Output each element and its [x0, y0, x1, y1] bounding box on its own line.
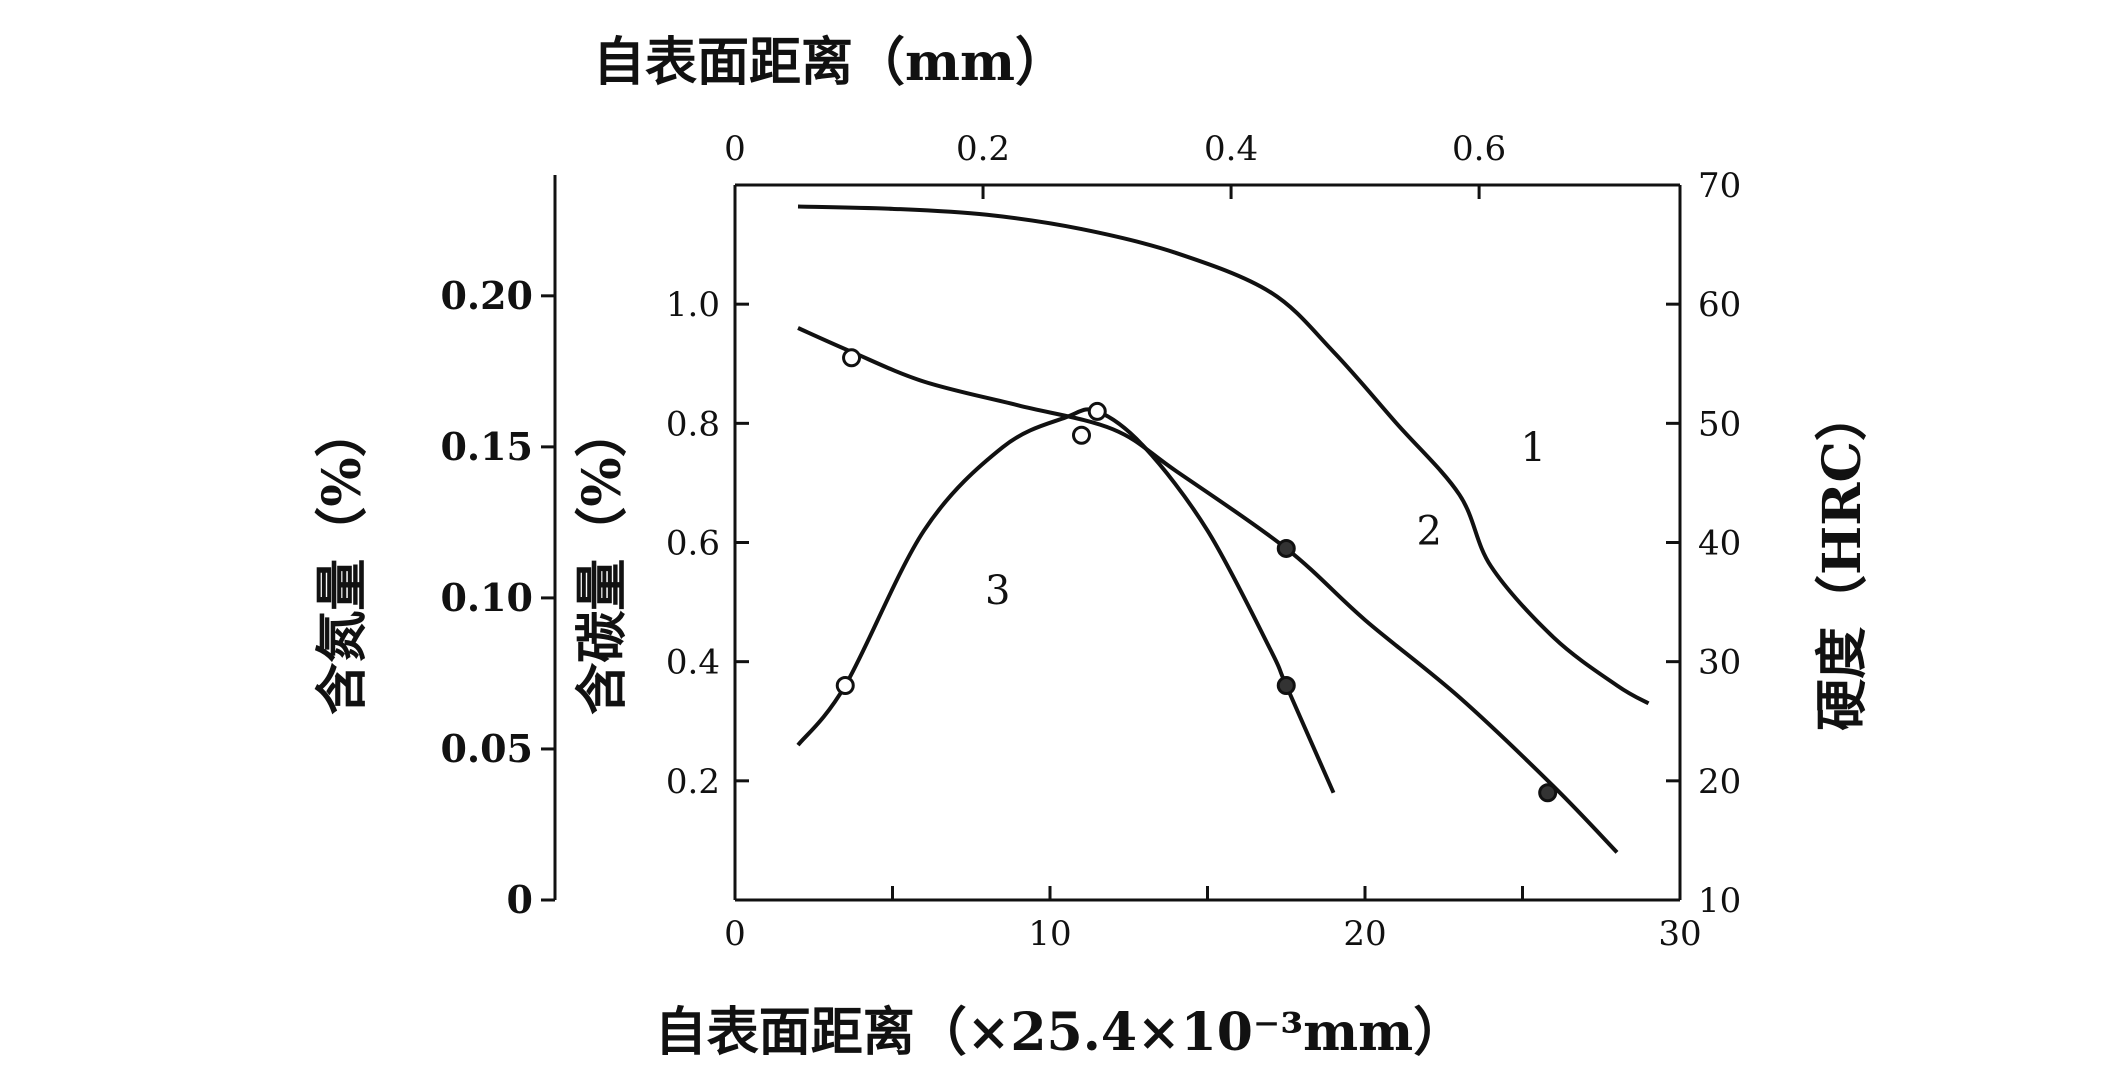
top-axis-title: 自表面距离（mm） — [593, 32, 1067, 93]
bottom-axis-tick-label: 0 — [724, 914, 746, 954]
top-axis-tick-label: 0.2 — [956, 129, 1010, 169]
ticks-layer: 0 0.2 0.4 0.60 10 20 300.20.40.60.81.010203040… — [440, 129, 1741, 954]
top-axis-tick-label: 0 — [724, 129, 746, 169]
series-3-line — [796, 407, 1336, 794]
carbon-axis-tick-label: 0.6 — [666, 524, 720, 564]
series-1-label: 1 — [1520, 425, 1545, 471]
bottom-axis-title: 自表面距离（×25.4×10⁻³mm） — [655, 1002, 1465, 1063]
bottom-axis-tick-label: 10 — [1028, 914, 1071, 954]
series-1-line — [797, 204, 1650, 706]
nitrogen-axis-tick-label: 0.15 — [440, 424, 533, 469]
series-3-point — [835, 676, 855, 695]
hardness-axis-title: 硬度（HRC） — [1812, 389, 1873, 731]
series-2-point — [1538, 783, 1558, 803]
bottom-axis-tick-label: 30 — [1658, 914, 1701, 954]
carbon-axis-title: 含碳量（%） — [572, 405, 633, 714]
nitrogen-axis-tick-label: 0.20 — [440, 273, 533, 318]
hardness-axis-tick-label: 40 — [1698, 524, 1741, 564]
series-layer: 1 2 3 — [796, 204, 1650, 854]
series-2-line — [797, 326, 1619, 854]
nitrogen-axis-tick-label: 0.10 — [440, 575, 533, 620]
hardness-axis-tick-label: 20 — [1698, 762, 1741, 802]
carbon-axis-tick-label: 0.2 — [666, 762, 720, 802]
hardness-axis-tick-label: 10 — [1698, 881, 1741, 921]
series-3-label: 3 — [985, 568, 1010, 614]
carbon-axis-tick-label: 1.0 — [666, 285, 720, 325]
hardness-axis-tick-label: 50 — [1698, 404, 1741, 444]
series-2-label: 2 — [1417, 509, 1442, 555]
series-2-point — [842, 348, 862, 368]
nitrogen-axis-tick-label: 0 — [507, 877, 533, 922]
hardness-axis-tick-label: 60 — [1698, 285, 1741, 325]
hardness-axis-tick-label: 70 — [1698, 166, 1741, 206]
top-axis-tick-label: 0.4 — [1204, 129, 1258, 169]
bottom-axis-tick-label: 20 — [1343, 914, 1386, 954]
nitrogen-axis-title: 含氮量（%） — [312, 405, 373, 714]
series-3-point — [1276, 676, 1296, 695]
top-axis-tick-label: 0.6 — [1452, 129, 1506, 169]
hardness-axis-tick-label: 30 — [1698, 643, 1741, 683]
nitrogen-axis-tick-label: 0.05 — [440, 726, 533, 771]
series-2-point — [1276, 538, 1296, 558]
carbon-axis-tick-label: 0.4 — [666, 643, 720, 683]
series-3-point — [1087, 401, 1107, 421]
carbon-axis-tick-label: 0.8 — [666, 404, 720, 444]
series-3-point — [1072, 425, 1091, 445]
